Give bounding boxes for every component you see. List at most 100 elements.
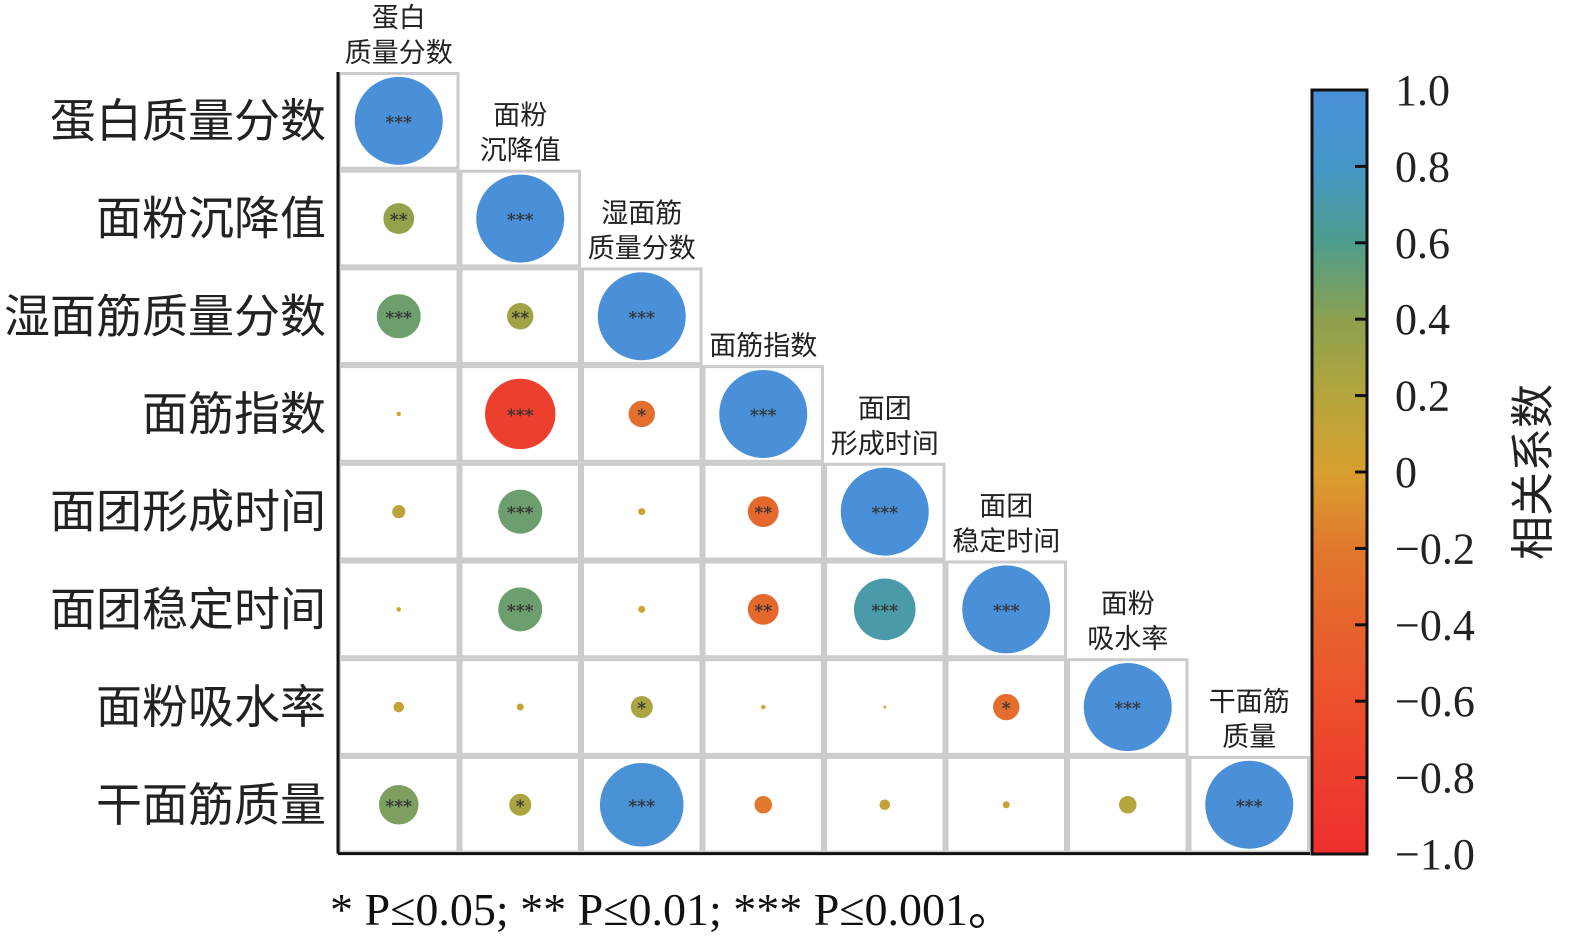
cell-6-1 [459, 658, 581, 756]
correlation-circle-6-5 [993, 693, 1020, 721]
row-label-2: 湿面筋质量分数 [4, 289, 326, 343]
column-labels: 蛋白质量分数面粉沉降值湿面筋质量分数面筋指数面团形成时间面团稳定时间面粉吸水率干… [345, 3, 1290, 753]
correlation-circle-3-0 [396, 411, 401, 417]
column-label-2-line-1: 质量分数 [588, 233, 696, 264]
correlation-circle-6-4 [883, 705, 887, 709]
cell-5-1 [459, 560, 581, 659]
colorbar-tick-label-10: −1.0 [1395, 830, 1475, 879]
column-label-6-line-0: 面粉 [1101, 589, 1155, 620]
row-label-5: 面团稳定时间 [50, 582, 326, 636]
significance-label-2-1: ** [511, 308, 529, 328]
colorbar-tick-label-9: −0.8 [1395, 754, 1475, 803]
cell-5-2 [581, 560, 703, 659]
significance-label-5-4: *** [871, 601, 898, 621]
correlation-circle-4-4 [840, 467, 929, 556]
significance-label-2-0: *** [385, 308, 412, 328]
colorbar-tick-label-3: 0.4 [1395, 295, 1450, 344]
significance-label-6-2: * [637, 699, 646, 719]
column-label-4-line-1: 形成时间 [831, 429, 939, 460]
colorbar-tick-label-5: 0 [1395, 448, 1417, 497]
correlation-circle-6-1 [516, 703, 524, 711]
correlation-circle-7-3 [754, 795, 773, 814]
matrix-cells [338, 72, 1310, 854]
column-label-0-line-0: 蛋白 [372, 3, 426, 34]
cell-5-3 [702, 560, 824, 659]
cell-3-3 [702, 365, 824, 463]
correlation-circle-5-5 [962, 565, 1051, 654]
colorbar-tick-label-0: 1.0 [1395, 66, 1450, 115]
colorbar-gradient [1310, 88, 1369, 856]
column-label-7-line-0: 干面筋 [1209, 687, 1290, 718]
cell-4-4 [824, 462, 946, 561]
significance-label-4-1: *** [507, 504, 534, 524]
row-label-6: 面粉吸水率 [96, 680, 326, 734]
significance-label-5-3: ** [754, 601, 772, 621]
correlation-circle-2-2 [597, 272, 686, 361]
significance-label-2-2: *** [628, 308, 655, 328]
colorbar: 1.0 0.8 0.6 0.4 0.2 0 −0.2 −0.4 −0.6 −0.8 −1.0 相关系数 [1310, 66, 1559, 879]
correlation-circle-0-0 [354, 76, 443, 165]
correlation-circle-2-1 [507, 303, 534, 330]
cell-2-2 [581, 267, 703, 366]
correlation-circle-7-0 [378, 784, 419, 825]
correlation-circle-4-0 [392, 505, 406, 519]
significance-label-5-1: *** [507, 601, 534, 621]
significance-label-3-2: * [637, 406, 646, 426]
correlation-circle-5-4 [853, 578, 916, 641]
correlation-circle-4-3 [747, 496, 779, 528]
significance-label-3-3: *** [750, 406, 777, 426]
column-label-6-line-1: 吸水率 [1087, 624, 1168, 655]
cell-5-4 [824, 560, 946, 659]
cell-1-1 [459, 169, 581, 268]
column-label-5-line-0: 面团 [979, 492, 1033, 523]
correlation-circles: ***** ****** ** ****** * ****** ** ****** ** *** *… [354, 76, 1294, 849]
column-label-1-line-1: 沉降值 [480, 136, 561, 167]
column-label-2-line-0: 湿面筋 [601, 198, 682, 229]
cell-3-2 [581, 365, 703, 463]
cell-2-1 [459, 267, 581, 366]
row-label-7: 干面筋质量 [96, 778, 326, 832]
cell-5-5 [945, 560, 1067, 659]
correlation-circle-5-3 [747, 593, 779, 625]
column-label-1-line-0: 面粉 [493, 101, 547, 132]
significance-label-7-1: * [516, 797, 525, 817]
axes [336, 72, 1310, 856]
cell-4-1 [459, 462, 581, 561]
colorbar-tick-label-7: −0.4 [1395, 601, 1475, 650]
correlation-circle-4-1 [498, 489, 543, 534]
significance-label-1-0: ** [390, 211, 408, 231]
correlation-circle-6-6 [1083, 663, 1172, 752]
colorbar-tick-label-8: −0.6 [1395, 677, 1475, 726]
colorbar-tick-label-2: 0.6 [1395, 219, 1450, 268]
correlation-circle-7-5 [1002, 801, 1010, 809]
correlation-circle-3-1 [485, 378, 556, 450]
correlation-circle-1-1 [476, 174, 565, 263]
significance-label-4-4: *** [871, 504, 898, 524]
significance-label-5-5: *** [993, 601, 1020, 621]
column-label-0-line-1: 质量分数 [345, 38, 453, 69]
correlation-circle-5-0 [396, 607, 401, 612]
correlation-circle-4-2 [638, 508, 646, 516]
colorbar-tick-label-6: −0.2 [1395, 524, 1475, 573]
significance-label-7-7: *** [1236, 797, 1263, 817]
correlation-circle-6-2 [630, 696, 653, 719]
cell-6-2 [581, 658, 703, 756]
significance-label-0-0: *** [385, 113, 412, 133]
colorbar-title: 相关系数 [1508, 384, 1559, 560]
significance-label-1-1: *** [507, 211, 534, 231]
significance-label-3-1: *** [507, 406, 534, 426]
cell-4-3 [702, 462, 824, 561]
colorbar-tick-label-1: 0.8 [1395, 142, 1450, 191]
cell-6-4 [824, 658, 946, 756]
row-label-1: 面粉沉降值 [96, 192, 326, 246]
correlation-circle-5-2 [638, 605, 646, 613]
row-label-3: 面筋指数 [142, 387, 326, 441]
cell-4-2 [581, 462, 703, 561]
correlation-circle-7-6 [1118, 795, 1137, 814]
cell-3-1 [459, 365, 581, 463]
correlation-circle-3-3 [719, 369, 808, 458]
cell-6-5 [945, 658, 1067, 756]
column-label-4-line-0: 面团 [858, 394, 912, 425]
row-label-4: 面团形成时间 [50, 485, 326, 539]
